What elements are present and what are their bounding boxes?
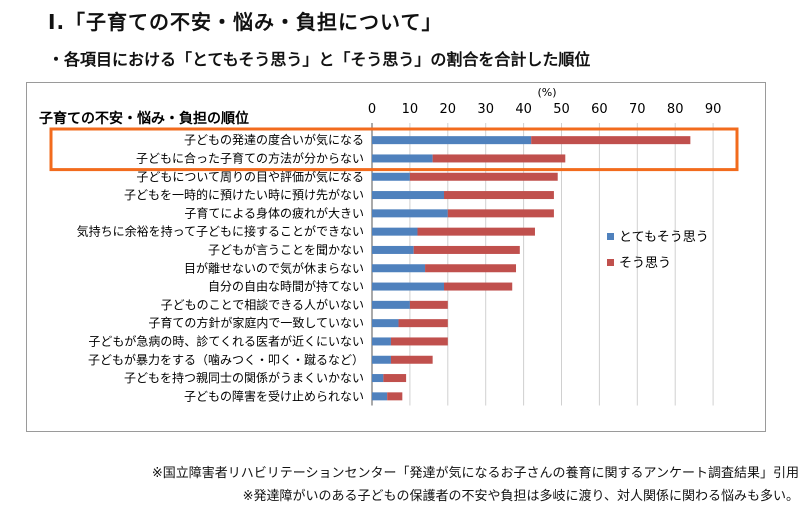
highlight-box — [49, 127, 739, 172]
footnote-note: ※発達障がいのある子どもの保護者の不安や負担は多岐に渡り、対人関係に関わる悩みも… — [242, 489, 799, 504]
category-label: 子育ての方針が家庭内で一致していない — [148, 315, 364, 330]
chart-frame: 子育ての不安・悩み・負担の順位 (%) 0 10 20 30 40 50 60 70 80 90 … — [26, 82, 766, 432]
bar-strongly-agree — [372, 355, 391, 364]
bar-strongly-agree — [372, 392, 388, 401]
category-label: 目が離せないので気が休まらない — [184, 260, 364, 275]
category-label: 子どもを持つ親同士の関係がうまくいかない — [124, 370, 364, 385]
category-label: 子どもを一時的に預けたい時に預け先がない — [124, 187, 364, 202]
bar-strongly-agree — [372, 245, 414, 254]
footnote-source: ※国立障害者リハビリテーションセンター「発達が気になるお子さんの養育に関するアン… — [151, 466, 799, 481]
bar-strongly-agree — [372, 264, 426, 273]
chart-title: 子育ての不安・悩み・負担の順位 — [39, 110, 249, 127]
x-tick-label: 80 — [667, 102, 684, 117]
bar-strongly-agree — [372, 300, 410, 309]
x-tick-label: 30 — [477, 102, 494, 117]
bar-agree — [409, 172, 558, 181]
x-tick-label: 10 — [402, 102, 419, 117]
x-tick-label: 90 — [705, 102, 722, 117]
bar-agree — [444, 191, 554, 200]
x-tick-label: 50 — [553, 102, 570, 117]
x-tick-label: 40 — [515, 102, 532, 117]
x-tick-label: 60 — [591, 102, 608, 117]
category-labels: 子どもの発達の度合いが気になる子どもに合った子育ての方法が分からない子どもについ… — [77, 132, 364, 403]
x-tick-label: 20 — [440, 102, 457, 117]
legend-label: そう思う — [619, 256, 671, 271]
bar-strongly-agree — [372, 154, 433, 163]
bar-agree — [531, 136, 691, 145]
category-label: 子どもが言うことを聞かない — [208, 242, 364, 257]
category-label: 子どものことで相談できる人がいない — [161, 297, 364, 312]
legend-swatch — [607, 233, 614, 240]
x-tick-label: 0 — [368, 102, 376, 117]
bar-agree — [447, 209, 554, 218]
bar-strongly-agree — [372, 136, 532, 145]
bar-agree — [432, 154, 566, 163]
category-label: 子どもの発達の度合いが気になる — [184, 132, 364, 147]
x-axis-ticks: 0 10 20 30 40 50 60 70 80 90 — [368, 102, 722, 117]
x-tick-label: 70 — [629, 102, 646, 117]
bar-agree — [390, 355, 433, 364]
category-label: 子どもに合った子育ての方法が分からない — [136, 150, 364, 165]
page-subheading: ・各項目における「とてもそう思う」と「そう思う」の割合を合計した順位 — [48, 50, 591, 69]
bar-agree — [387, 392, 403, 401]
bar-agree — [444, 282, 513, 291]
category-label: 子どもが暴力をする（噛みつく・叩く・蹴るなど） — [88, 352, 364, 367]
bar-strongly-agree — [372, 227, 418, 236]
bar-strongly-agree — [372, 337, 391, 346]
unit-label: (%) — [537, 86, 556, 99]
bar-agree — [413, 245, 520, 254]
category-label: 子どもについて周りの目や評価が気になる — [136, 169, 364, 184]
bar-strongly-agree — [372, 191, 445, 200]
bars — [372, 136, 691, 401]
legend-swatch — [607, 259, 614, 266]
category-label: 自分の自由な時間が持てない — [208, 279, 364, 294]
bar-strongly-agree — [372, 282, 445, 291]
page-heading: Ⅰ.「子育ての不安・悩み・負担について」 — [48, 10, 443, 34]
bar-strongly-agree — [372, 172, 410, 181]
bar-agree — [425, 264, 517, 273]
bar-agree — [398, 319, 448, 328]
category-label: 気持ちに余裕を持って子どもに接することができない — [77, 224, 364, 239]
bar-agree — [390, 337, 448, 346]
category-label: 子どもが急病の時、診てくれる医者が近くにいない — [88, 333, 364, 348]
bar-agree — [383, 374, 407, 383]
bar-agree — [417, 227, 535, 236]
category-label: 子どもの障害を受け止められない — [184, 388, 364, 403]
bar-agree — [409, 300, 448, 309]
bar-strongly-agree — [372, 319, 399, 328]
stacked-bar-chart: 子育ての不安・悩み・負担の順位 (%) 0 10 20 30 40 50 60 70 80 90 … — [39, 86, 739, 406]
bar-strongly-agree — [372, 374, 384, 383]
legend-label: とてもそう思う — [619, 230, 709, 245]
bar-strongly-agree — [372, 209, 448, 218]
category-label: 子育てによる身体の疲れが大きい — [184, 205, 364, 220]
